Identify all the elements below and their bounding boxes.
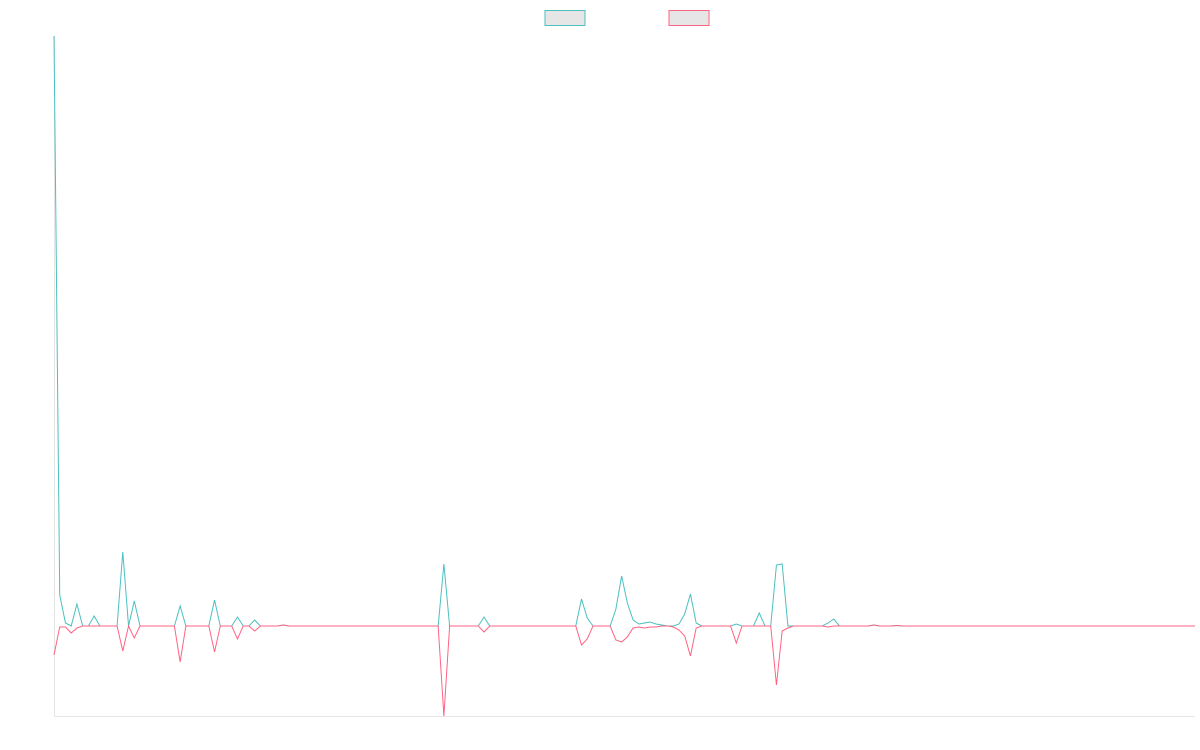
legend-swatch bbox=[668, 10, 710, 26]
legend-swatch bbox=[544, 10, 586, 26]
line-series bbox=[53, 35, 1195, 627]
line-series bbox=[53, 624, 1195, 717]
